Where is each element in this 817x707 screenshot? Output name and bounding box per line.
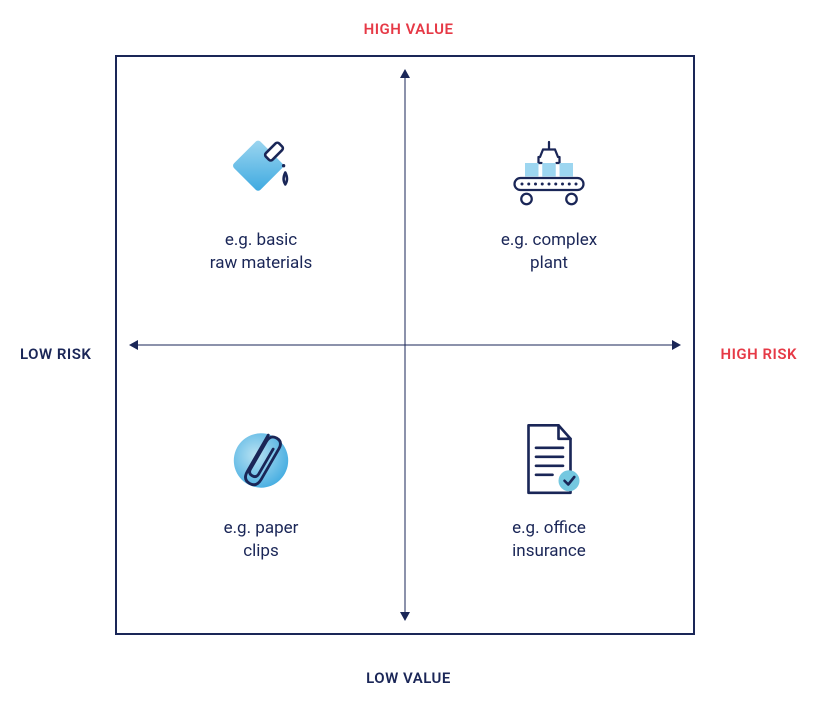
quadrant-label: e.g. basic raw materials: [210, 229, 312, 275]
quadrant-diagram: HIGH VALUE LOW VALUE LOW RISK HIGH RISK: [0, 0, 817, 707]
quadrant-bottom-left: e.g. paper clips: [117, 345, 405, 633]
factory-line-icon: [504, 127, 594, 217]
axis-label-left: LOW RISK: [20, 345, 91, 363]
oil-can-icon: [216, 127, 306, 217]
axis-label-bottom: LOW VALUE: [366, 669, 451, 687]
quadrant-label: e.g. office insurance: [512, 517, 586, 563]
quadrant-bottom-right: e.g. office insurance: [405, 345, 693, 633]
document-check-icon: [504, 415, 594, 505]
matrix-box: e.g. basic raw materials: [115, 55, 695, 635]
axis-label-right: HIGH RISK: [720, 345, 797, 363]
quadrant-top-right: e.g. complex plant: [405, 57, 693, 345]
paperclip-icon: [216, 415, 306, 505]
quadrant-label: e.g. complex plant: [501, 229, 597, 275]
axis-label-top: HIGH VALUE: [364, 20, 454, 38]
quadrant-label: e.g. paper clips: [224, 517, 299, 563]
quadrant-top-left: e.g. basic raw materials: [117, 57, 405, 345]
